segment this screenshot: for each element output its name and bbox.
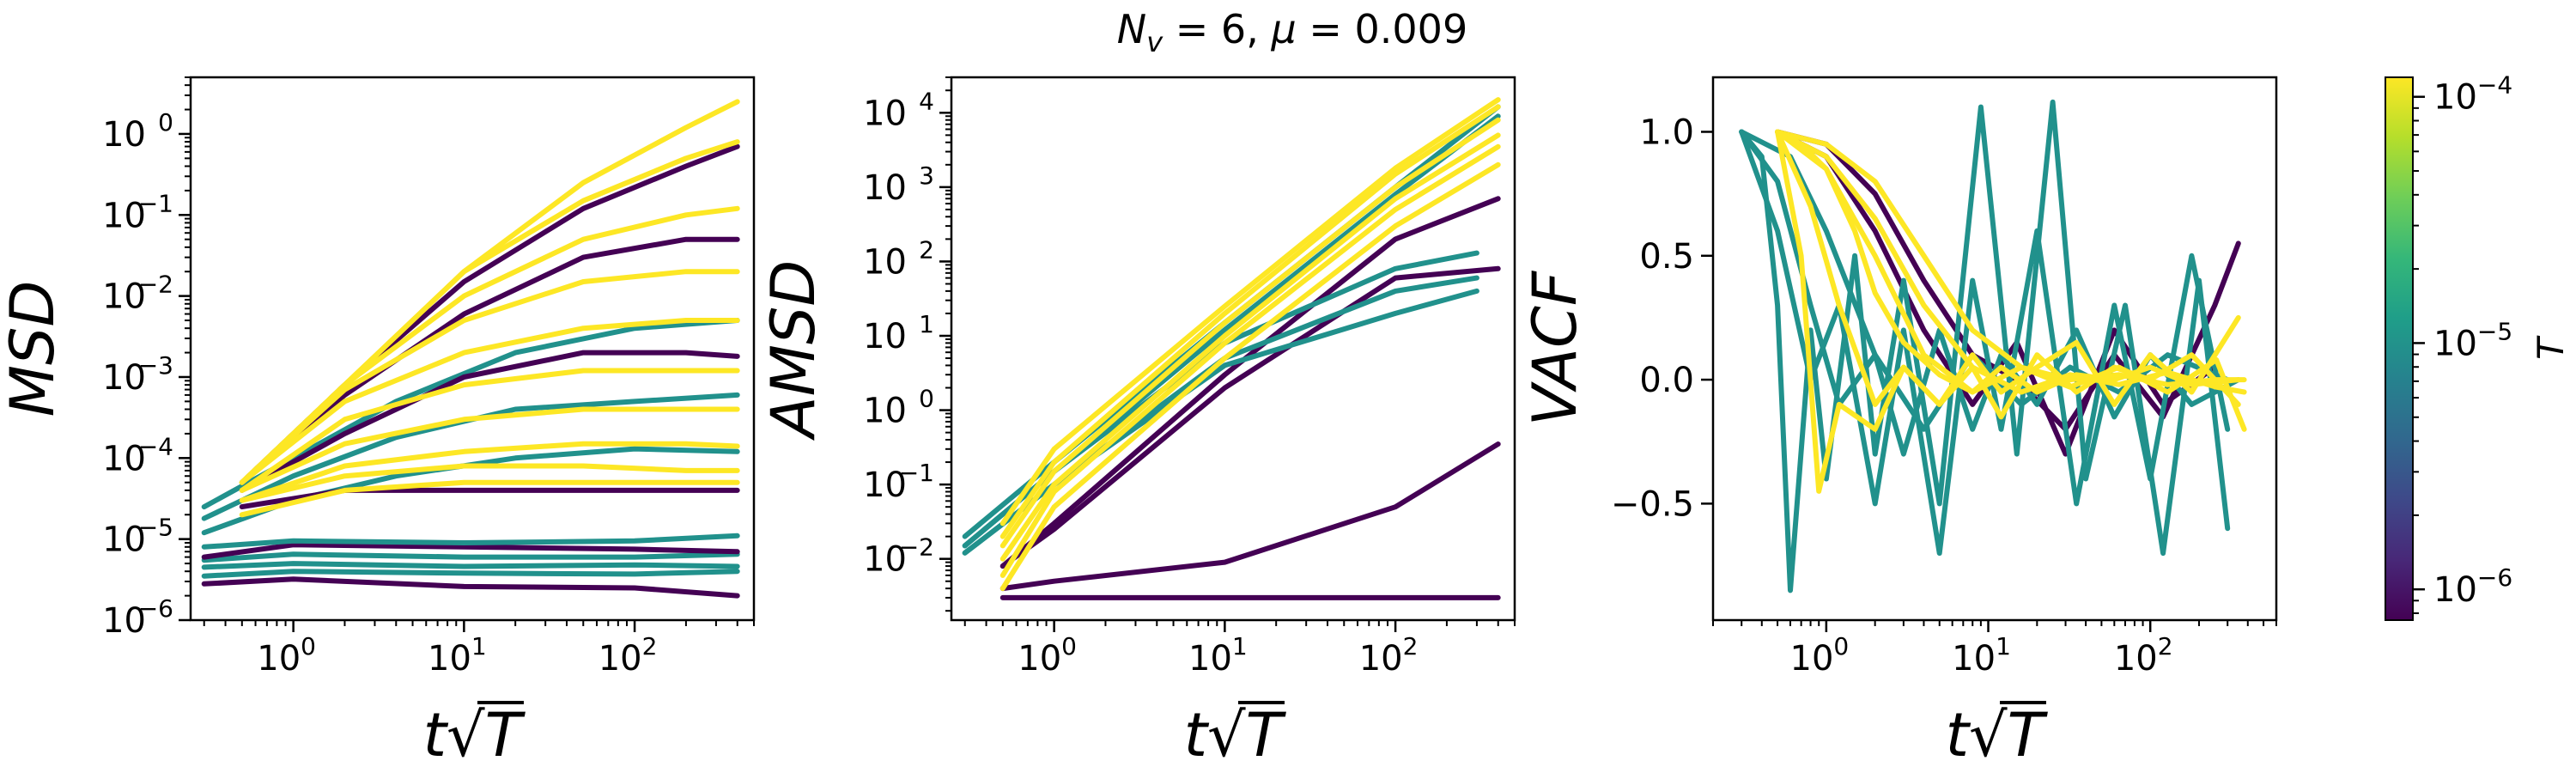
y-tick-label: 10 4: [863, 87, 934, 133]
colorbar-gradient: [2385, 76, 2414, 621]
x-axis-label: t√T: [423, 700, 526, 770]
series-line-9: [999, 161, 1501, 592]
y-tick-label: 10 1: [863, 310, 934, 356]
colorbar-tick-label: 10−4: [2433, 71, 2512, 118]
series-line-4: [201, 542, 740, 560]
x-tick-label: 102: [1359, 632, 1419, 679]
y-tick-label: 10−1: [102, 189, 173, 235]
temperature-colorbar: 10−6 10−5 10−4 T: [2385, 71, 2572, 621]
y-tick-label: 10−5: [102, 514, 173, 560]
y-axis-label: AMSD: [758, 260, 829, 441]
series-line-0: [201, 576, 740, 599]
y-tick-label: 10 0: [102, 108, 173, 155]
y-tick-label: 10−2: [863, 533, 934, 580]
title-mu-value: = 0.009: [1297, 6, 1467, 52]
x-tick-label: 101: [1952, 632, 2011, 679]
series-line-3: [201, 551, 740, 563]
y-tick-label: 10 3: [863, 161, 934, 208]
series-line-1: [999, 441, 1501, 592]
y-tick-label: 10−3: [102, 351, 173, 398]
axes-frame: [189, 76, 756, 622]
series-line-10: [999, 143, 1501, 578]
figure-title: Nv = 6, μ = 0.009: [1117, 6, 1467, 58]
msd-panel: 100 101 102 10−6 10−5 10−4 10−3 10−2 10−1 10 0 MSD t…: [0, 76, 756, 770]
colorbar-label: T: [2530, 335, 2572, 360]
title-nv-subscript: v: [1146, 26, 1163, 58]
y-axis-label: VACF: [1520, 270, 1590, 426]
series-line-12: [999, 117, 1501, 549]
y-tick-label: −0.5: [1611, 484, 1694, 524]
series-line-2: [201, 561, 740, 570]
series-line-16: [239, 406, 740, 493]
series-line-14: [239, 463, 740, 503]
y-tick-label: 0.5: [1639, 237, 1694, 277]
series-group: [1739, 99, 2247, 593]
y-axis-label: MSD: [0, 281, 68, 417]
colorbar-tick-label: 10−5: [2433, 317, 2512, 363]
x-tick-label: 100: [1018, 632, 1077, 679]
series-line-10: [1775, 129, 2247, 395]
x-tick-label: 100: [257, 632, 316, 679]
y-tick-label: 10−2: [102, 271, 173, 317]
y-tick-label: 10 2: [863, 235, 934, 282]
x-tick-label: 101: [428, 632, 487, 679]
y-tick-label: 10−1: [863, 459, 934, 505]
y-tick-label: 10 0: [863, 385, 934, 431]
series-line-11: [1775, 129, 2247, 432]
axes-frame: [950, 76, 1516, 622]
y-tick-label: 1.0: [1639, 113, 1694, 152]
y-tick-label: 0.0: [1639, 361, 1694, 400]
title-nv-symbol: N: [1117, 6, 1146, 52]
series-line-11: [239, 236, 740, 485]
series-line-18: [239, 318, 740, 485]
x-tick-label: 101: [1188, 632, 1248, 679]
series-line-17: [239, 368, 740, 493]
series-line-1: [201, 569, 740, 579]
series-line-13: [999, 104, 1501, 539]
colorbar-ticks: 10−6 10−5 10−4: [2413, 71, 2512, 614]
series-line-10: [239, 350, 740, 493]
series-line-3: [1739, 129, 2231, 557]
title-nv-value: = 6,: [1163, 6, 1271, 52]
x-tick-label: 100: [1790, 632, 1850, 679]
series-line-19: [239, 269, 740, 485]
series-line-22: [239, 99, 740, 485]
series-line-14: [999, 97, 1501, 526]
axes-frame: [1711, 76, 2278, 622]
vacf-panel: 100 101 102 −0.5 0.0 0.5 1.0 VACF t√T: [1520, 76, 2278, 770]
title-mu-symbol: μ: [1270, 6, 1296, 52]
x-tick-label: 102: [598, 632, 658, 679]
x-axis-label: t√T: [1946, 700, 2049, 770]
x-axis-label: t√T: [1184, 700, 1287, 770]
series-group: [962, 97, 1501, 600]
series-line-13: [239, 479, 740, 518]
series-line-2: [999, 265, 1501, 569]
series-line-5: [201, 533, 740, 550]
y-tick-label: 10−4: [102, 432, 173, 478]
x-tick-label: 102: [2114, 632, 2173, 679]
y-tick-label: 10−6: [102, 594, 173, 641]
series-group: [201, 99, 740, 599]
series-line-11: [999, 132, 1501, 562]
series-line-15: [239, 441, 740, 503]
colorbar-tick-label: 10−6: [2433, 563, 2512, 610]
